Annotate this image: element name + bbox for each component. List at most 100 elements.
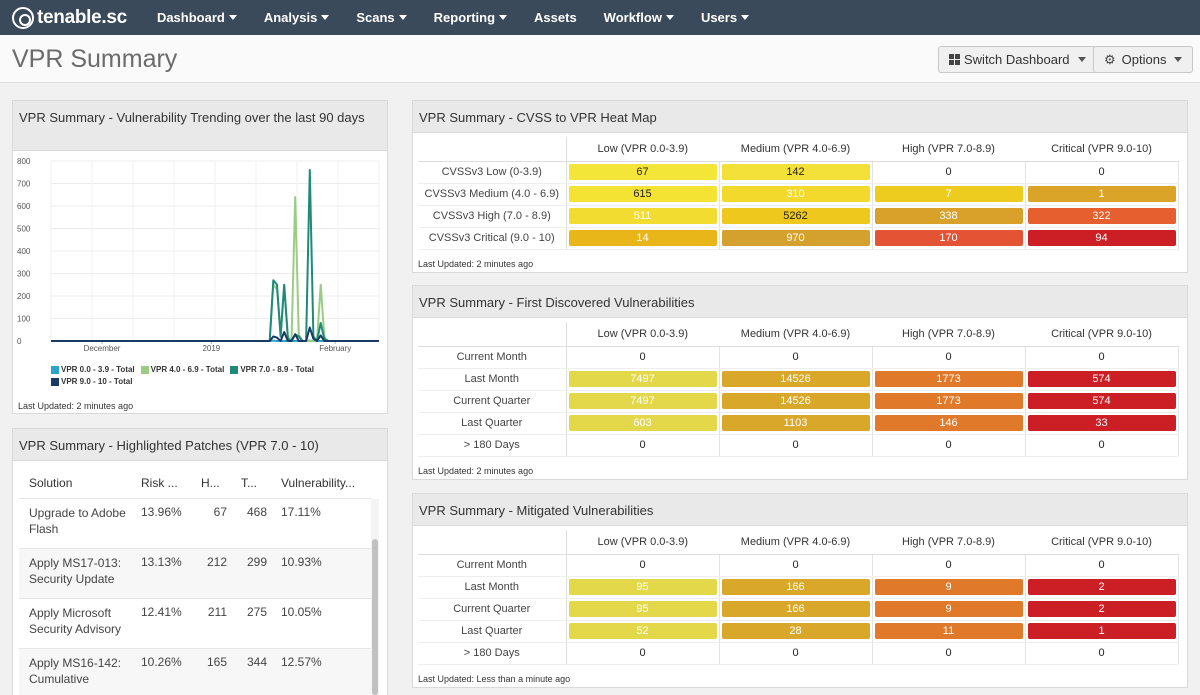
matrix-cell[interactable]: 33: [1025, 412, 1179, 435]
trend-updated: Last Updated: 2 minutes ago: [18, 401, 134, 411]
matrix-cell[interactable]: 0: [1025, 434, 1179, 457]
legend-item[interactable]: VPR 7.0 - 8.9 - Total: [230, 365, 314, 374]
matrix-cell[interactable]: 1103: [719, 412, 873, 435]
matrix-cell[interactable]: 0: [566, 434, 720, 457]
matrix-cell[interactable]: 615: [566, 183, 720, 206]
matrix-cell[interactable]: 14526: [719, 368, 873, 391]
matrix-cell[interactable]: 0: [719, 434, 873, 457]
matrix-cell[interactable]: 0: [719, 642, 873, 665]
matrix-cell-value: 0: [945, 166, 952, 178]
matrix-cell[interactable]: 0: [719, 554, 873, 577]
nav-item-label: Reporting: [433, 10, 496, 25]
matrix-cell[interactable]: 95: [566, 598, 720, 621]
legend-label: VPR 4.0 - 6.9 - Total: [150, 365, 225, 374]
matrix-cell[interactable]: 0: [1025, 346, 1179, 369]
col-vulnerability[interactable]: Vulnerability...: [281, 475, 356, 490]
options-button[interactable]: ⚙ Options: [1093, 46, 1194, 73]
nav-item-analysis[interactable]: Analysis: [264, 10, 330, 25]
nav-item-dashboard[interactable]: Dashboard: [157, 10, 237, 25]
matrix-cell[interactable]: 0: [719, 346, 873, 369]
tenable-logo[interactable]: tenable.sc: [12, 6, 127, 29]
matrix-cell[interactable]: 310: [719, 183, 873, 206]
table-row[interactable]: Apply MS17-013: Security Update 13.13% 212…: [19, 549, 371, 599]
matrix-cell[interactable]: 1: [1025, 183, 1179, 206]
matrix-cell[interactable]: 0: [872, 554, 1026, 577]
matrix-cell[interactable]: 11: [872, 620, 1026, 643]
matrix-cell[interactable]: 7497: [566, 390, 720, 413]
nav-item-users[interactable]: Users: [701, 10, 750, 25]
matrix-col-header: Medium (VPR 4.0-6.9): [719, 137, 872, 162]
matrix-cell[interactable]: 338: [872, 205, 1026, 228]
matrix-cell[interactable]: 0: [566, 554, 720, 577]
matrix-cell[interactable]: 574: [1025, 368, 1179, 391]
legend-item[interactable]: VPR 0.0 - 3.9 - Total: [51, 365, 135, 374]
matrix-cell[interactable]: 603: [566, 412, 720, 435]
matrix-cell[interactable]: 2: [1025, 598, 1179, 621]
matrix-cell[interactable]: 170: [872, 227, 1026, 250]
matrix-row: > 180 Days 0 0 0 0: [418, 434, 1179, 457]
nav-menu: Dashboard Analysis Scans Reporting Assets Wor…: [157, 10, 776, 25]
matrix-cell-value: 0: [792, 559, 799, 571]
legend-item[interactable]: VPR 4.0 - 6.9 - Total: [140, 365, 225, 374]
matrix-cell-value: 0: [639, 439, 646, 451]
matrix-cell[interactable]: 574: [1025, 390, 1179, 413]
matrix-cell[interactable]: 142: [719, 161, 873, 184]
nav-item-assets[interactable]: Assets: [534, 10, 577, 25]
matrix-cell-value: 0: [945, 559, 952, 571]
matrix-cell[interactable]: 511: [566, 205, 720, 228]
matrix-cell[interactable]: 52: [566, 620, 720, 643]
matrix-cell[interactable]: 0: [872, 346, 1026, 369]
matrix-cell[interactable]: 9: [872, 576, 1026, 599]
matrix-cell-value: 0: [945, 351, 952, 363]
matrix-cell[interactable]: 1773: [872, 390, 1026, 413]
matrix-cell[interactable]: 7497: [566, 368, 720, 391]
cell-vulnerability: 12.57%: [281, 655, 322, 669]
nav-item-reporting[interactable]: Reporting: [433, 10, 508, 25]
chevron-down-icon: [321, 15, 330, 20]
matrix-cell[interactable]: 0: [872, 434, 1026, 457]
col-solution[interactable]: Solution: [29, 475, 73, 490]
matrix-cell[interactable]: 322: [1025, 205, 1179, 228]
matrix-cell[interactable]: 95: [566, 576, 720, 599]
matrix-cell[interactable]: 0: [1025, 642, 1179, 665]
col-total[interactable]: T...: [241, 475, 258, 490]
trend-legend-row-1: VPR 0.0 - 3.9 - Total VPR 4.0 - 6.9 - To…: [51, 365, 320, 374]
legend-label: VPR 0.0 - 3.9 - Total: [61, 365, 135, 374]
matrix-cell[interactable]: 0: [566, 346, 720, 369]
matrix-cell[interactable]: 14526: [719, 390, 873, 413]
matrix-cell[interactable]: 0: [566, 642, 720, 665]
matrix-cell[interactable]: 2: [1025, 576, 1179, 599]
table-row[interactable]: Upgrade to Adobe Flash 13.96% 67 468 17.11%: [19, 499, 371, 549]
matrix-cell[interactable]: 28: [719, 620, 873, 643]
matrix-cell[interactable]: 166: [719, 576, 873, 599]
matrix-cell[interactable]: 970: [719, 227, 873, 250]
matrix-cell[interactable]: 67: [566, 161, 720, 184]
nav-item-scans[interactable]: Scans: [356, 10, 407, 25]
patches-scrollbar-thumb[interactable]: [372, 539, 378, 695]
matrix-cell[interactable]: 0: [872, 161, 1026, 184]
matrix-header-row: Low (VPR 0.0-3.9) Medium (VPR 4.0-6.9) Hig…: [418, 322, 1178, 347]
matrix-cell[interactable]: 166: [719, 598, 873, 621]
table-row[interactable]: Apply Microsoft Security Advisory 12.41% 2…: [19, 599, 371, 649]
x-tick-label: December: [84, 344, 121, 353]
matrix-cell[interactable]: 5262: [719, 205, 873, 228]
matrix-cell[interactable]: 0: [1025, 554, 1179, 577]
col-hosts[interactable]: H...: [201, 475, 220, 490]
nav-item-workflow[interactable]: Workflow: [604, 10, 674, 25]
matrix-cell[interactable]: 94: [1025, 227, 1179, 250]
switch-dashboard-button[interactable]: Switch Dashboard: [938, 46, 1097, 73]
matrix-cell[interactable]: 1: [1025, 620, 1179, 643]
matrix-cell[interactable]: 146: [872, 412, 1026, 435]
matrix-row-label: Last Month: [418, 368, 567, 391]
col-risk[interactable]: Risk ...: [141, 475, 178, 490]
matrix-cell[interactable]: 0: [1025, 161, 1179, 184]
cell-risk: 10.26%: [141, 655, 182, 669]
matrix-cell[interactable]: 0: [872, 642, 1026, 665]
matrix-cell[interactable]: 14: [566, 227, 720, 250]
legend-item[interactable]: VPR 9.0 - 10 - Total: [51, 377, 132, 386]
matrix-cell[interactable]: 7: [872, 183, 1026, 206]
matrix-cell[interactable]: 9: [872, 598, 1026, 621]
matrix-row: Current Quarter 7497 14526 1773 574: [418, 390, 1179, 413]
table-row[interactable]: Apply MS16-142: Cumulative 10.26% 165 344 12…: [19, 649, 371, 695]
matrix-cell[interactable]: 1773: [872, 368, 1026, 391]
